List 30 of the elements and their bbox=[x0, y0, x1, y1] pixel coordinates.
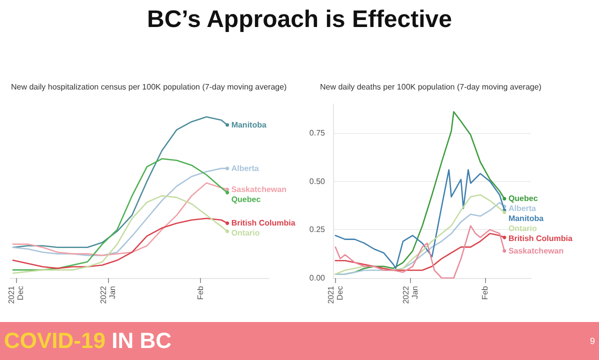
series-label: Alberta bbox=[508, 204, 537, 214]
line-series bbox=[334, 169, 506, 269]
text: 9 bbox=[590, 336, 595, 346]
x-tick-label: 2022 Jan bbox=[401, 285, 420, 304]
x-tick-label: 2021 Dec bbox=[6, 285, 25, 304]
x-tick-label: 2021 Dec bbox=[326, 285, 344, 304]
x-tick-label: Feb bbox=[480, 285, 490, 300]
series-label: Quebec bbox=[231, 194, 262, 204]
chart-title: New daily deaths per 100K population (7-day moving average) bbox=[320, 82, 542, 92]
series-label: Ontario bbox=[231, 228, 260, 238]
series-label: Manitoba bbox=[508, 214, 544, 224]
series-label: Quebec bbox=[508, 194, 538, 204]
y-tick-label: 0.50 bbox=[309, 176, 326, 186]
x-tick-label: 2022 Jan bbox=[99, 285, 118, 304]
line-series bbox=[334, 232, 506, 271]
text: COVID-19 IN BC bbox=[4, 328, 172, 353]
chart-title: New daily hospitalization census per 100K population (7-day moving average) bbox=[11, 82, 288, 92]
line-series bbox=[334, 225, 506, 279]
text: BC’s Approach is Effective bbox=[146, 6, 453, 34]
y-tick-label: 0.75 bbox=[309, 128, 326, 138]
series-label: Ontario bbox=[508, 224, 537, 234]
x-tick-label: Feb bbox=[196, 285, 206, 300]
series-label: Saskatchewan bbox=[508, 246, 564, 256]
series-label: British Columbia bbox=[231, 218, 296, 228]
series-label: Manitoba bbox=[231, 120, 267, 130]
series-label: Saskatchewan bbox=[231, 184, 287, 194]
y-tick-label: 0.25 bbox=[309, 225, 326, 234]
series-label: Alberta bbox=[231, 164, 260, 173]
y-tick-label: 0.00 bbox=[309, 274, 326, 282]
series-label: British Columbia bbox=[508, 234, 573, 244]
